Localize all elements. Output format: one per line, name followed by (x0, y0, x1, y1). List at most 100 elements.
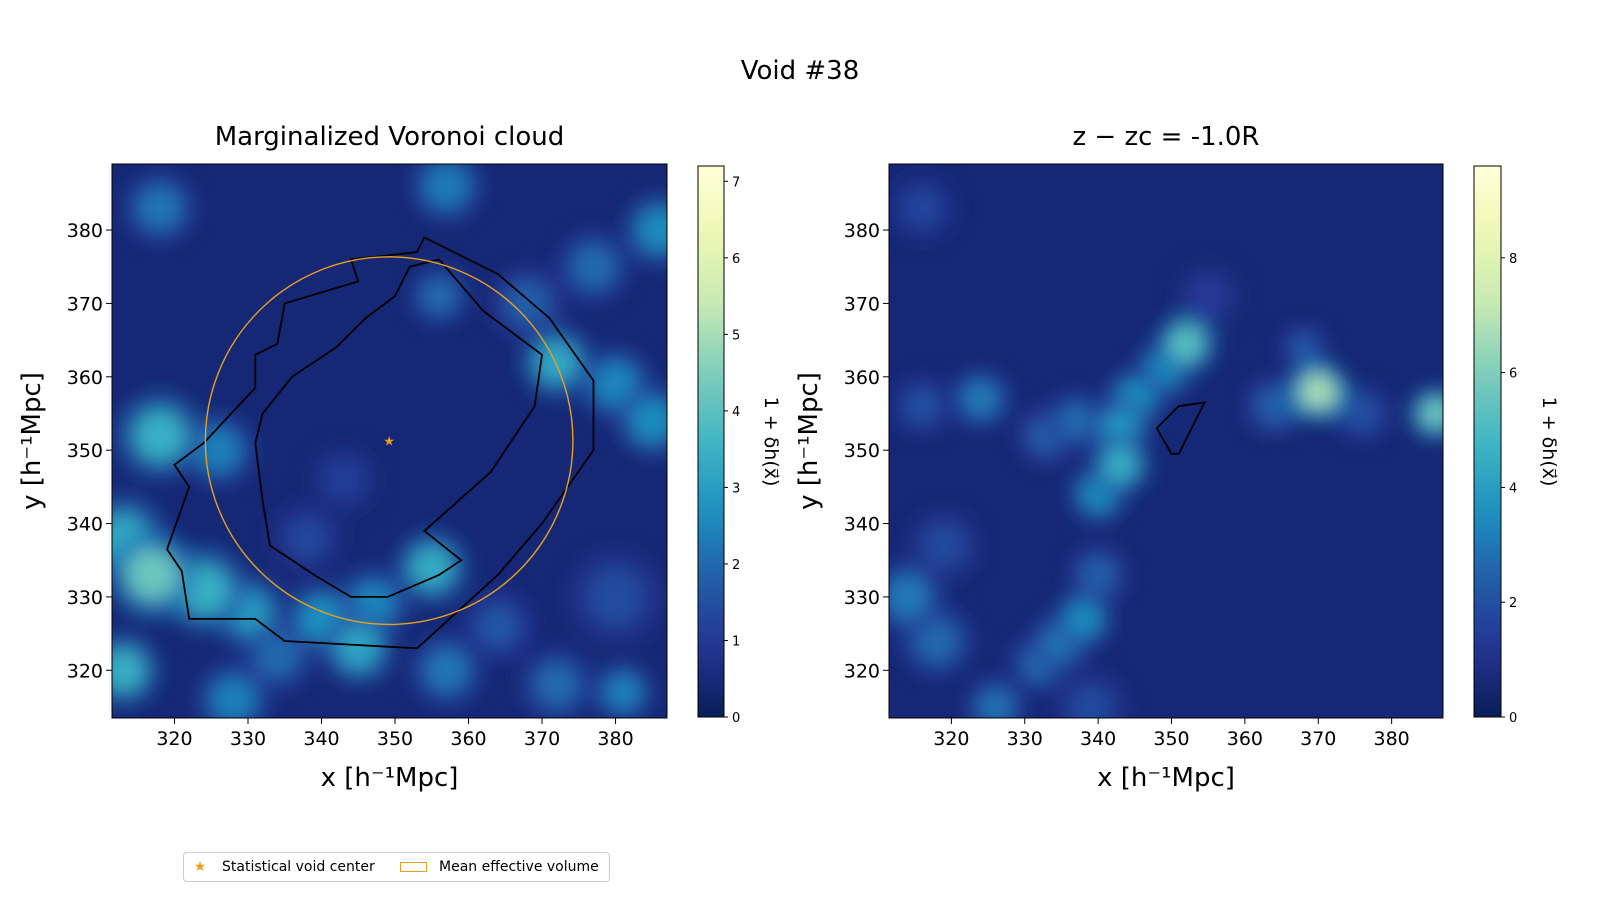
density-peak (1079, 556, 1117, 594)
density-peak (137, 185, 182, 231)
density-peak (1343, 395, 1381, 432)
x-tick-label: 380 (1374, 728, 1410, 750)
density-peak (424, 648, 469, 693)
density-peak (420, 277, 458, 315)
density-peak (962, 380, 1000, 418)
legend-label-center: Statistical void center (222, 859, 375, 875)
colorbar-tick-label: 0 (732, 711, 740, 726)
density-peak (1419, 397, 1443, 430)
colorbar (1473, 165, 1502, 718)
y-tick-label: 320 (67, 660, 103, 682)
density-peak (1068, 684, 1113, 718)
x-tick-label: 320 (156, 728, 192, 750)
density-peak (336, 626, 381, 671)
density-peak (977, 688, 1014, 718)
right-panel: z − zc = -1.0R 320 330 340 350 360 370 380 320 33… (794, 122, 1560, 793)
volume-swatch-icon (400, 862, 427, 872)
colorbar-tick-label: 6 (1509, 367, 1517, 382)
y-axis-label: y [h⁻¹Mpc] (17, 372, 47, 510)
axes-frame (888, 163, 1444, 719)
left-panel: Marginalized Voronoi cloud★320 330 340 350 3… (17, 122, 782, 793)
density-peak (604, 673, 642, 711)
void-contour (1155, 401, 1207, 455)
density-peak (922, 523, 967, 568)
y-tick-label: 320 (844, 660, 880, 682)
density-peak (571, 244, 616, 289)
void-center-marker-icon: ★ (193, 859, 207, 875)
density-peak (889, 574, 930, 619)
colorbar-tick-label: 7 (732, 175, 740, 190)
density-peak (284, 516, 329, 561)
x-tick-label: 380 (597, 728, 633, 750)
y-tick-label: 370 (844, 293, 880, 315)
density-peak (475, 604, 520, 649)
void-contour (166, 236, 595, 650)
density-peak (112, 648, 146, 693)
legend: ★ Statistical void center Mean effective… (183, 852, 610, 882)
density-peak (534, 662, 579, 708)
y-tick-label: 370 (67, 293, 103, 315)
colorbar-tick-label: 5 (732, 328, 740, 343)
y-tick-label: 360 (67, 367, 103, 389)
density-peak (126, 549, 179, 601)
colorbar (697, 165, 725, 718)
colorbar-tick-label: 6 (732, 252, 740, 267)
density-peak (424, 164, 469, 209)
x-tick-label: 370 (524, 728, 560, 750)
figure-title: Void #38 (740, 56, 860, 86)
colorbar-tick-label: 4 (1509, 481, 1517, 496)
panel-title: z − zc = -1.0R (1072, 122, 1259, 152)
density-peak (1299, 373, 1337, 410)
density-peak (211, 677, 256, 718)
panel-title: Marginalized Voronoi cloud (215, 122, 565, 152)
density-peak (1101, 446, 1139, 484)
colorbar-tick-label: 2 (732, 558, 740, 573)
effective-volume-circle (204, 256, 574, 626)
axes-frame (111, 163, 668, 719)
y-tick-label: 330 (844, 587, 880, 609)
y-tick-label: 360 (844, 367, 880, 389)
density-peak (1167, 325, 1205, 363)
density-peak (134, 409, 186, 462)
x-tick-label: 330 (230, 728, 266, 750)
density-peak (1255, 387, 1293, 425)
x-tick-label: 340 (1080, 728, 1116, 750)
x-tick-label: 330 (1007, 728, 1043, 750)
density-peak (630, 398, 667, 443)
density-peak (586, 567, 645, 627)
density-peak (1065, 600, 1102, 638)
colorbar-tick-label: 8 (1509, 252, 1517, 267)
legend-label-volume: Mean effective volume (439, 859, 599, 875)
x-axis-label: x [h⁻¹Mpc] (321, 763, 459, 793)
density-peak (409, 545, 454, 590)
colorbar-tick-label: 2 (1509, 596, 1517, 611)
colorbar-tick-label: 1 (732, 634, 740, 649)
density-peak (534, 340, 579, 385)
colorbar-label: 1 + δh(x⃗) (760, 397, 782, 487)
density-peak (1288, 332, 1319, 363)
y-tick-label: 350 (67, 440, 103, 462)
y-tick-label: 340 (844, 514, 880, 536)
density-peak (637, 207, 667, 253)
x-tick-label: 350 (377, 728, 413, 750)
y-tick-label: 350 (844, 440, 880, 462)
density-peak (505, 281, 550, 326)
density-peak (1186, 274, 1231, 319)
density-peak (255, 633, 300, 678)
density-peak (914, 618, 959, 663)
colorbar-label: 1 + δh(x⃗) (1538, 397, 1560, 487)
x-tick-label: 360 (450, 728, 486, 750)
x-tick-label: 350 (1153, 728, 1189, 750)
density-peak (1057, 402, 1095, 440)
x-axis-label: x [h⁻¹Mpc] (1097, 763, 1235, 793)
density-field (889, 164, 1443, 718)
colorbar-tick-label: 3 (732, 481, 740, 496)
x-tick-label: 370 (1300, 728, 1336, 750)
y-tick-label: 380 (67, 220, 103, 242)
void-center-marker: ★ (383, 435, 395, 450)
y-tick-label: 380 (844, 220, 880, 242)
x-tick-label: 360 (1227, 728, 1263, 750)
void-contour (254, 258, 543, 598)
y-tick-label: 330 (67, 587, 103, 609)
